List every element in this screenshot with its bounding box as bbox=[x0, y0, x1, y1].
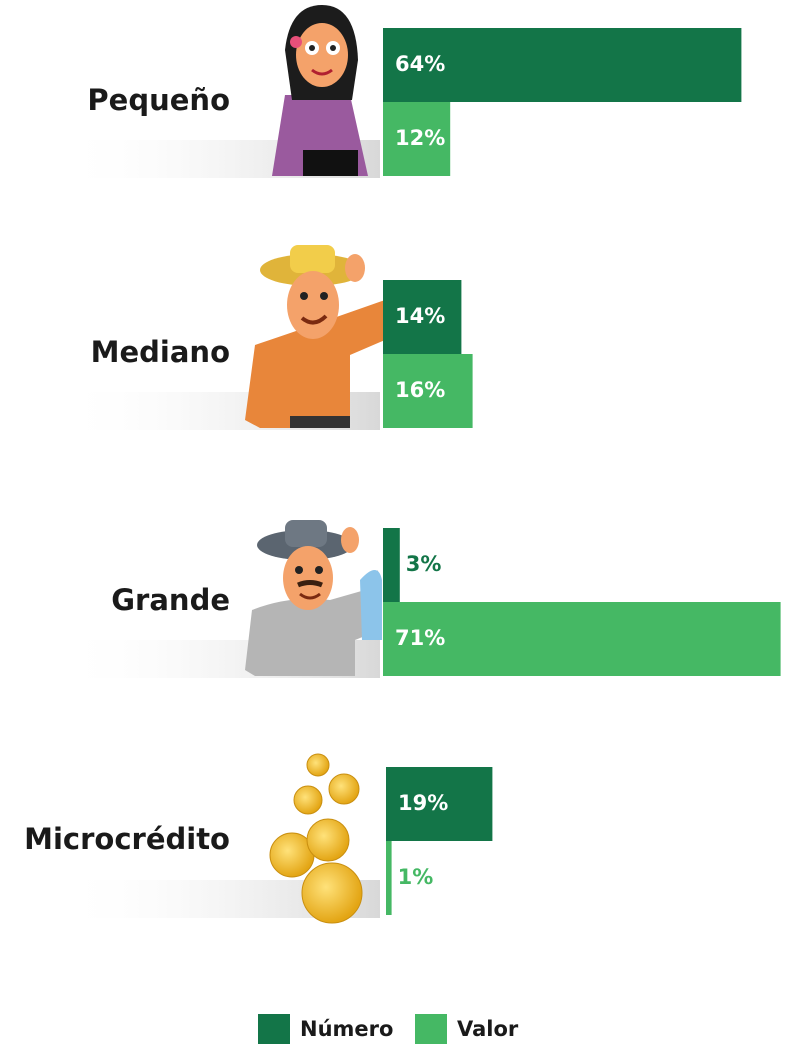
category-label: Microcrédito bbox=[24, 822, 230, 856]
bar bbox=[383, 28, 742, 102]
bar bbox=[386, 841, 392, 915]
legend-label: Número bbox=[300, 1017, 393, 1041]
legend-swatch bbox=[258, 1014, 290, 1044]
value-label: 64% bbox=[395, 52, 445, 76]
bar bbox=[383, 280, 462, 354]
bar bbox=[383, 602, 781, 676]
value-label: 19% bbox=[398, 791, 448, 815]
value-label: 12% bbox=[395, 126, 445, 150]
legend-label: Valor bbox=[457, 1017, 519, 1041]
illustration-coins bbox=[269, 753, 363, 924]
value-label: 71% bbox=[395, 626, 445, 650]
legend-swatch bbox=[415, 1014, 447, 1044]
bar bbox=[383, 528, 400, 602]
category-label: Mediano bbox=[91, 335, 230, 369]
value-label: 14% bbox=[395, 304, 445, 328]
bar bbox=[383, 354, 473, 428]
value-label: 3% bbox=[406, 552, 442, 576]
value-label: 1% bbox=[398, 865, 434, 889]
illustration-medium-farmer bbox=[245, 245, 385, 428]
category-label: Pequeño bbox=[87, 83, 230, 117]
illustration-woman bbox=[272, 5, 368, 176]
bar bbox=[383, 102, 451, 176]
bar bbox=[386, 767, 493, 841]
category-label: Grande bbox=[111, 583, 230, 617]
value-label: 16% bbox=[395, 378, 445, 402]
illustration-large-farmer bbox=[245, 520, 382, 676]
